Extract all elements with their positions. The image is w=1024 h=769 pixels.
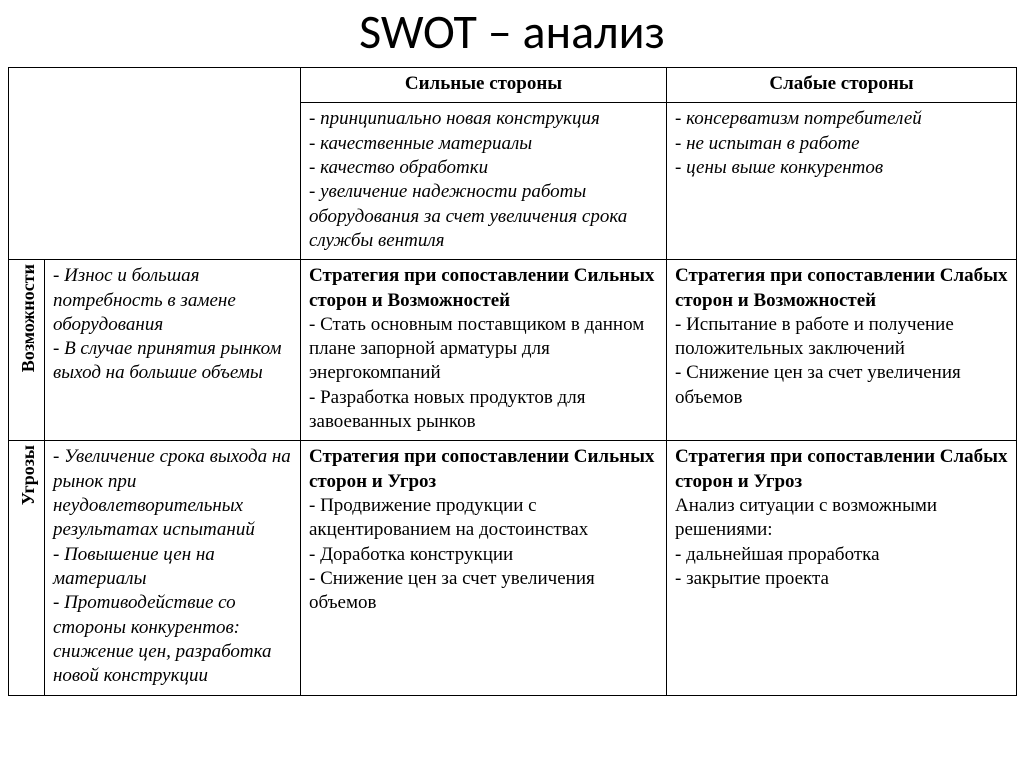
table-row: Возможности - Износ и большая потребност…	[9, 260, 1017, 441]
table-row: Сильные стороны Слабые стороны	[9, 68, 1017, 103]
st-heading: Стратегия при сопоставлении Сильных стор…	[309, 445, 658, 494]
wt-body: Анализ ситуации с возможными решениями:-…	[675, 494, 1008, 591]
opportunities-desc-text: - Износ и большая потребность в замене о…	[53, 264, 292, 386]
st-cell: Стратегия при сопоставлении Сильных стор…	[301, 441, 667, 695]
side-threats: Угрозы	[9, 441, 45, 695]
page-title: SWOT – анализ	[8, 2, 1016, 61]
st-body: - Продвижение продукции с акцентирование…	[309, 494, 658, 616]
swot-page: SWOT – анализ Сильные стороны Слабые сто…	[0, 2, 1024, 704]
swot-table: Сильные стороны Слабые стороны - принцип…	[8, 67, 1017, 696]
wo-heading: Стратегия при сопоставлении Слабых сторо…	[675, 264, 1008, 313]
threats-desc-text: - Увеличение срока выхода на рынок при н…	[53, 445, 292, 688]
blank-corner	[9, 68, 301, 260]
table-row: Угрозы - Увеличение срока выхода на рыно…	[9, 441, 1017, 695]
wo-body: - Испытание в работе и получение положит…	[675, 313, 1008, 410]
strengths-list: - принципиально новая конструкция- качес…	[301, 103, 667, 260]
wt-heading: Стратегия при сопоставлении Слабых сторо…	[675, 445, 1008, 494]
opportunities-desc: - Износ и большая потребность в замене о…	[45, 260, 301, 441]
wt-cell: Стратегия при сопоставлении Слабых сторо…	[667, 441, 1017, 695]
side-opportunities-label: Возможности	[17, 264, 40, 372]
so-body: - Стать основным поставщиком в данном пл…	[309, 313, 658, 435]
threats-desc: - Увеличение срока выхода на рынок при н…	[45, 441, 301, 695]
weaknesses-list: - консерватизм потребителей- не испытан …	[667, 103, 1017, 260]
so-cell: Стратегия при сопоставлении Сильных стор…	[301, 260, 667, 441]
side-threats-label: Угрозы	[17, 445, 40, 505]
strengths-list-text: - принципиально новая конструкция- качес…	[309, 107, 658, 253]
so-heading: Стратегия при сопоставлении Сильных стор…	[309, 264, 658, 313]
weaknesses-list-text: - консерватизм потребителей- не испытан …	[675, 107, 1008, 180]
side-opportunities: Возможности	[9, 260, 45, 441]
header-strengths: Сильные стороны	[301, 68, 667, 103]
header-weaknesses: Слабые стороны	[667, 68, 1017, 103]
wo-cell: Стратегия при сопоставлении Слабых сторо…	[667, 260, 1017, 441]
